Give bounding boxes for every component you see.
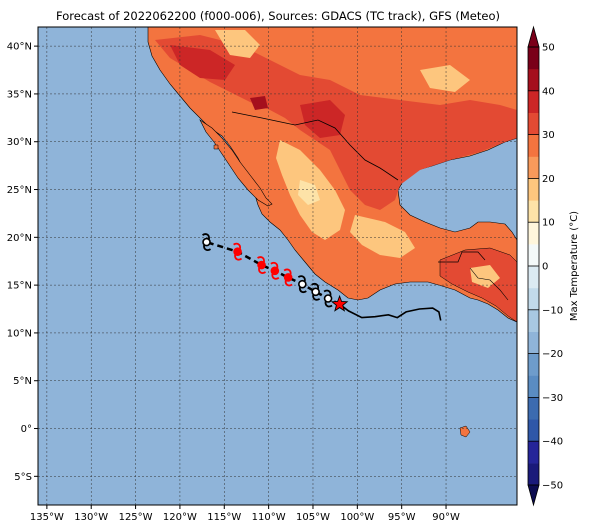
cyclone-symbol-icon bbox=[297, 275, 307, 293]
lon-tick-label: 105°W bbox=[296, 512, 330, 523]
colorbar: 50 40 30 20 10 0 −10 −20 −30 −40 −50 bbox=[527, 25, 563, 507]
colorbar-tick-label: 20 bbox=[542, 174, 555, 185]
colorbar-band bbox=[528, 134, 539, 157]
colorbar-tick-label: 40 bbox=[542, 86, 555, 97]
cyclone-symbol-icon bbox=[311, 282, 321, 301]
lon-tick-label: 125°W bbox=[119, 512, 153, 523]
map-frame bbox=[37, 26, 518, 506]
colorbar-band bbox=[528, 309, 539, 332]
colorbar-tick-label: −50 bbox=[542, 481, 563, 492]
lat-tick-label: 0° bbox=[21, 424, 32, 435]
cyclone-track bbox=[202, 233, 442, 321]
lon-tick-label: 110°W bbox=[252, 512, 286, 523]
colorbar-band bbox=[528, 244, 539, 267]
colorbar-extend-max-icon bbox=[527, 25, 540, 48]
colorbar-tick-label: −30 bbox=[542, 393, 563, 404]
lat-tick-label: 15°N bbox=[7, 281, 32, 292]
cyclone-symbol-icon bbox=[202, 233, 212, 251]
colorbar-band bbox=[528, 112, 539, 135]
colorbar-band bbox=[528, 397, 539, 420]
lon-tick-label: 90°W bbox=[432, 512, 460, 523]
lat-tick-label: 10°N bbox=[7, 328, 32, 339]
cyclone-symbol-icon bbox=[233, 242, 243, 261]
cyclone-symbol-icon bbox=[257, 256, 267, 274]
lat-tick-label: 20°N bbox=[7, 233, 32, 244]
colorbar-band bbox=[528, 353, 539, 376]
land-temperature-field bbox=[147, 27, 517, 438]
lat-tick-label: 40°N bbox=[7, 42, 32, 53]
border-central-america bbox=[469, 267, 509, 301]
map-axis-ticks: 135°W 130°W 125°W 120°W 115°W 110°W 105°W 100°W… bbox=[7, 42, 460, 523]
colorbar-tick-label: 10 bbox=[542, 218, 555, 229]
colorbar-tick-label: −20 bbox=[542, 349, 563, 360]
colorbar-tick-label: −40 bbox=[542, 437, 563, 448]
border-us-mexico bbox=[231, 111, 399, 181]
colorbar-band bbox=[528, 441, 539, 464]
colorbar-tick-label: −10 bbox=[542, 305, 563, 316]
colorbar-band bbox=[528, 266, 539, 289]
cyclone-symbol-icon bbox=[323, 289, 333, 308]
lat-tick-label: 30°N bbox=[7, 137, 32, 148]
lat-tick-label: 5°N bbox=[13, 376, 32, 387]
cyclone-symbol-icon bbox=[283, 268, 293, 287]
colorbar-tick-label: 30 bbox=[542, 130, 555, 141]
land-mild-highlands-2 bbox=[350, 215, 415, 258]
colorbar-band bbox=[528, 419, 539, 442]
lon-tick-label: 115°W bbox=[207, 512, 241, 523]
forecast-track-line bbox=[206, 240, 341, 306]
colorbar-band bbox=[528, 200, 539, 223]
land-very-hot-core-1 bbox=[170, 45, 235, 80]
colorbar-band bbox=[528, 375, 539, 398]
colorbar-band bbox=[528, 463, 539, 486]
lon-tick-label: 120°W bbox=[163, 512, 197, 523]
land-mild-highlands-4 bbox=[420, 65, 470, 92]
land-very-hot-core-2 bbox=[300, 100, 345, 138]
colorbar-label: Max Temperature (°C) bbox=[569, 211, 580, 321]
colorbar-extend-min-icon bbox=[527, 484, 540, 507]
lon-tick-label: 135°W bbox=[30, 512, 64, 523]
land-mild-highlands-3 bbox=[215, 30, 260, 58]
map-panel: 135°W 130°W 125°W 120°W 115°W 110°W 105°W 100°W… bbox=[7, 26, 518, 523]
land-mass-north-america bbox=[147, 27, 517, 323]
colorbar-tick-label: 50 bbox=[542, 43, 555, 54]
colorbar-band bbox=[528, 47, 539, 70]
cyclone-symbol-icon bbox=[270, 261, 280, 280]
colorbar-band bbox=[528, 178, 539, 201]
past-track-line bbox=[339, 303, 442, 321]
current-position-star-icon bbox=[330, 294, 349, 312]
colorbar-band bbox=[528, 156, 539, 179]
lat-tick-label: 5°S bbox=[14, 472, 32, 483]
colorbar-band bbox=[528, 331, 539, 354]
lon-tick-label: 95°W bbox=[388, 512, 416, 523]
land-revillagigedo-islands bbox=[213, 144, 219, 150]
colorbar-band bbox=[528, 222, 539, 245]
land-cool-peaks bbox=[298, 180, 320, 205]
lon-tick-label: 100°W bbox=[340, 512, 374, 523]
figure-title: Forecast of 2022062200 (f000-006), Sourc… bbox=[56, 9, 500, 23]
colorbar-band bbox=[528, 68, 539, 92]
colorbar-tick-label: 0 bbox=[542, 262, 548, 273]
colorbar-band bbox=[528, 287, 539, 311]
land-extreme-hot-spot bbox=[250, 96, 268, 110]
border-mexico-guatemala bbox=[438, 251, 486, 263]
lat-tick-label: 25°N bbox=[7, 185, 32, 196]
lat-tick-label: 35°N bbox=[7, 89, 32, 100]
lon-tick-label: 130°W bbox=[74, 512, 108, 523]
colorbar-band bbox=[528, 90, 539, 113]
